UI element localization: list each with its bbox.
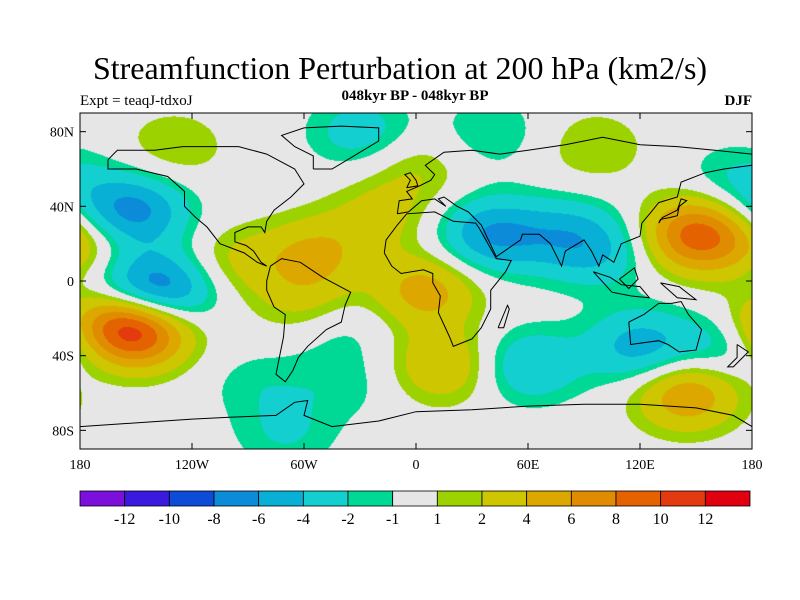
colorbar-box: [481, 490, 528, 507]
coastline-japan: [658, 198, 688, 224]
x-tick-label: 60E: [517, 458, 540, 473]
colorbar-label: -1: [386, 511, 399, 528]
coastline-new-zealand: [726, 344, 750, 368]
colorbar-label: 8: [612, 511, 620, 528]
y-tick-label: 0: [67, 275, 74, 290]
experiment-label: Expt = teaqJ-tdxoJ: [80, 93, 193, 109]
x-tick-label: 120E: [625, 458, 655, 473]
coastline-indonesia: [592, 271, 651, 299]
x-tick-label: 180: [742, 458, 763, 473]
colorbar-box: [570, 490, 617, 507]
coastline-africa: [383, 211, 512, 347]
colorbar-box: [347, 490, 394, 507]
colorbar-label: -2: [341, 511, 354, 528]
y-tick-label: 80S: [52, 424, 74, 439]
coastline-antarctica: [80, 399, 752, 428]
y-tick-label: 80N: [50, 126, 74, 141]
coastline-uk: [403, 172, 419, 189]
colorbar-box: [436, 490, 483, 507]
coastline-eurasia: [396, 136, 752, 268]
colorbar: -12 -10 -8 -6 -4 -2 -1 1 2 4 6 8 10 12: [79, 490, 751, 528]
colorbar-box: [615, 490, 662, 507]
coastline-australia: [628, 300, 703, 353]
chart-subtitle: 048kyr BP - 048kyr BP: [341, 88, 489, 104]
season-label: DJF: [724, 93, 753, 109]
colorbar-box: [704, 490, 751, 507]
colorbar-label: 2: [478, 511, 486, 528]
colorbar-label: -12: [114, 511, 135, 528]
colorbar-label: 10: [653, 511, 669, 528]
colorbar-box: [660, 490, 706, 507]
colorbar-box: [168, 490, 215, 507]
colorbar-box: [526, 490, 572, 507]
x-tick-label: 60W: [290, 458, 318, 473]
colorbar-label: -10: [159, 511, 180, 528]
colorbar-box: [213, 490, 260, 507]
colorbar-box: [258, 490, 304, 507]
coastline-new-guinea: [660, 282, 698, 301]
colorbar-label: 1: [433, 511, 441, 528]
contour-field: [80, 113, 752, 449]
coastline-north-america: [107, 146, 305, 267]
coastline-greenland: [280, 125, 380, 170]
colorbar-label: -8: [207, 511, 220, 528]
y-tick-label: 40S: [52, 350, 74, 365]
colorbar-label: 6: [567, 511, 575, 528]
coastline-madagascar: [497, 304, 510, 329]
colorbar-box: [79, 490, 126, 507]
coastline-south-america: [266, 258, 352, 383]
colorbar-box: [392, 490, 438, 507]
colorbar-label: 12: [697, 511, 713, 528]
colorbar-box: [302, 490, 349, 507]
colorbar-label: 4: [523, 511, 531, 528]
colorbar-label: -6: [252, 511, 265, 528]
coastline-borneo: [619, 267, 639, 290]
y-tick-label: 40N: [50, 200, 74, 215]
x-tick-label: 180: [70, 458, 91, 473]
coastlines: [80, 125, 752, 428]
colorbar-box: [124, 490, 170, 507]
chart-title: Streamfunction Perturbation at 200 hPa (…: [92, 50, 708, 86]
x-tick-label: 0: [413, 458, 420, 473]
x-tick-label: 120W: [175, 458, 210, 473]
colorbar-label: -4: [297, 511, 310, 528]
